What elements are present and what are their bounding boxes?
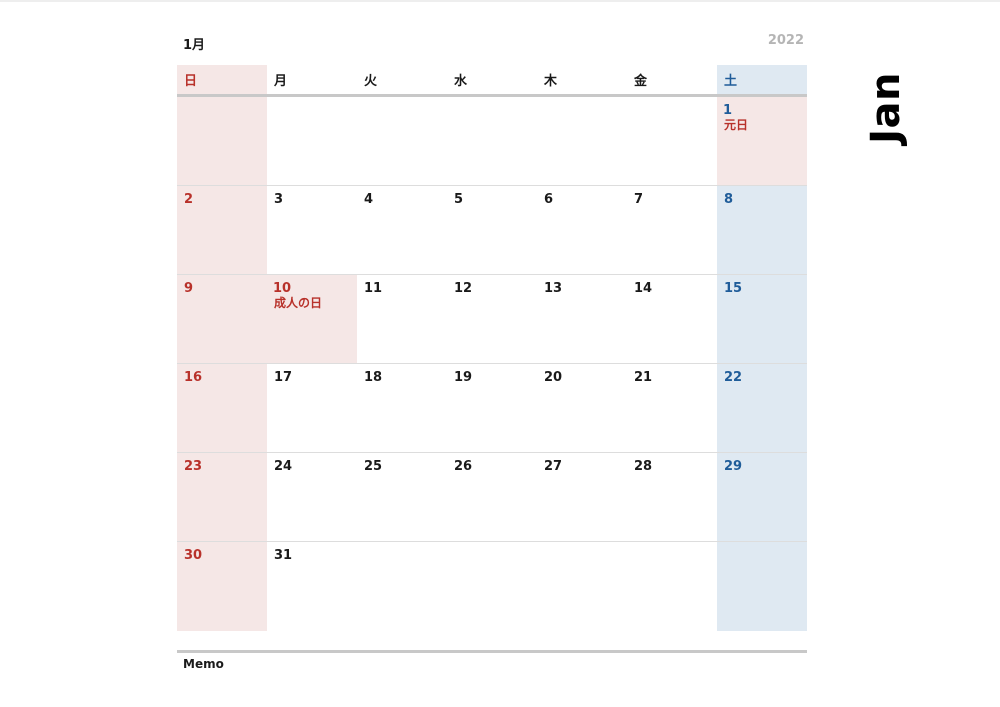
week-row: 9 10 成人の日 11 12 13 14 15 (177, 275, 807, 364)
day-cell: 13 (537, 275, 627, 363)
day-cell: 27 (537, 453, 627, 541)
day-number: 29 (724, 459, 743, 474)
day-cell: 11 (357, 275, 447, 363)
day-cell: 3 (267, 186, 357, 274)
day-cell (537, 97, 627, 185)
month-title-en: Jan (861, 60, 911, 155)
day-cell: 21 (627, 364, 717, 452)
weekday-mon: 月 (274, 74, 288, 89)
day-cell: 26 (447, 453, 537, 541)
day-cell (537, 542, 627, 631)
memo-divider (177, 650, 807, 653)
day-cell: 15 (717, 275, 807, 363)
day-number: 20 (544, 370, 563, 385)
day-cell: 7 (627, 186, 717, 274)
day-cell (357, 542, 447, 631)
day-cell: 6 (537, 186, 627, 274)
day-number: 10 (273, 281, 292, 296)
day-cell: 19 (447, 364, 537, 452)
day-cell: 9 (177, 275, 267, 363)
day-number: 25 (364, 459, 383, 474)
day-cell: 12 (447, 275, 537, 363)
day-number: 8 (724, 192, 734, 207)
weekday-sun: 日 (177, 65, 267, 94)
day-number: 13 (544, 281, 563, 296)
day-number: 17 (274, 370, 293, 385)
day-number: 11 (364, 281, 383, 296)
day-cell: 22 (717, 364, 807, 452)
week-row: 1 元日 (177, 97, 807, 186)
day-number: 18 (364, 370, 383, 385)
day-cell (177, 97, 267, 185)
weekday-wed: 水 (454, 74, 468, 89)
month-title-jp: 1月 (183, 38, 206, 53)
day-cell: 16 (177, 364, 267, 452)
day-number: 16 (184, 370, 203, 385)
day-number: 28 (634, 459, 653, 474)
day-number: 24 (274, 459, 293, 474)
day-cell: 5 (447, 186, 537, 274)
day-cell: 1 元日 (717, 97, 807, 185)
holiday-name: 元日 (724, 118, 749, 132)
top-border (0, 0, 1000, 2)
day-number: 21 (634, 370, 653, 385)
day-cell: 25 (357, 453, 447, 541)
day-number: 23 (184, 459, 203, 474)
day-number: 6 (544, 192, 554, 207)
day-cell: 8 (717, 186, 807, 274)
day-number: 22 (724, 370, 743, 385)
day-number: 9 (184, 281, 194, 296)
holiday-name: 成人の日 (274, 296, 323, 310)
day-number: 3 (274, 192, 284, 207)
weekday-header: 日 月 火 水 木 金 土 (177, 65, 807, 97)
day-cell: 14 (627, 275, 717, 363)
week-row: 30 31 (177, 542, 807, 631)
day-number: 15 (724, 281, 743, 296)
day-cell: 10 成人の日 (267, 275, 357, 363)
day-cell (447, 97, 537, 185)
day-cell: 23 (177, 453, 267, 541)
day-cell: 29 (717, 453, 807, 541)
day-cell: 24 (267, 453, 357, 541)
memo-label: Memo (183, 657, 224, 671)
day-cell: 31 (267, 542, 357, 631)
day-number: 7 (634, 192, 644, 207)
day-number: 1 (723, 103, 733, 118)
day-cell (447, 542, 537, 631)
week-row: 16 17 18 19 20 21 22 (177, 364, 807, 453)
weekday-sat: 土 (717, 65, 807, 94)
day-cell: 2 (177, 186, 267, 274)
day-cell: 4 (357, 186, 447, 274)
day-cell: 20 (537, 364, 627, 452)
month-title-en-text: Jan (863, 71, 910, 144)
day-number: 26 (454, 459, 473, 474)
day-cell: 18 (357, 364, 447, 452)
day-cell (627, 542, 717, 631)
weekday-thu: 木 (544, 74, 558, 89)
day-cell (357, 97, 447, 185)
day-number: 27 (544, 459, 563, 474)
day-number: 4 (364, 192, 374, 207)
day-cell (627, 97, 717, 185)
day-number: 14 (634, 281, 653, 296)
day-number: 31 (274, 548, 293, 563)
day-number: 19 (454, 370, 473, 385)
calendar-grid: 日 月 火 水 木 金 土 1 元日 2 3 4 5 6 7 8 9 10 成人の日 11 12 13 14 1… (177, 65, 807, 631)
weekday-fri: 金 (634, 74, 648, 89)
week-row: 2 3 4 5 6 7 8 (177, 186, 807, 275)
day-number: 12 (454, 281, 473, 296)
day-number: 5 (454, 192, 464, 207)
weekday-tue: 火 (364, 74, 378, 89)
year-label: 2022 (767, 33, 804, 48)
day-number: 2 (184, 192, 194, 207)
day-cell (267, 97, 357, 185)
weeks-container: 1 元日 2 3 4 5 6 7 8 9 10 成人の日 11 12 13 14 15 16 17 18 19 20 21 2… (177, 97, 807, 631)
day-cell: 28 (627, 453, 717, 541)
day-cell: 30 (177, 542, 267, 631)
week-row: 23 24 25 26 27 28 29 (177, 453, 807, 542)
day-cell: 17 (267, 364, 357, 452)
day-cell (717, 542, 807, 631)
day-number: 30 (184, 548, 203, 563)
